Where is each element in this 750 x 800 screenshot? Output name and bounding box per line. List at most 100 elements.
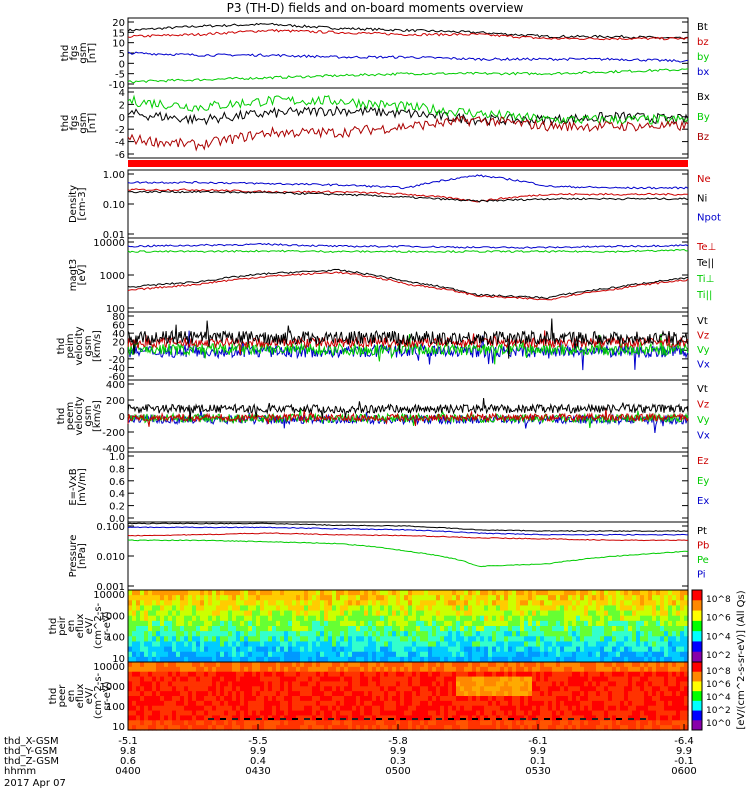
heat-cell xyxy=(448,590,453,596)
heat-cell xyxy=(244,610,249,617)
heat-cell xyxy=(508,700,513,707)
heat-cell xyxy=(628,605,633,612)
heat-cell xyxy=(308,662,313,668)
heat-cell xyxy=(228,641,233,648)
heat-cell xyxy=(576,626,581,632)
heat-cell xyxy=(260,590,265,596)
colorbar-peir-seg-4 xyxy=(692,631,702,642)
ytick-label-efield-3: 0.4 xyxy=(109,489,125,500)
heat-cell xyxy=(228,715,233,721)
heat-cell xyxy=(272,681,277,687)
heat-cell xyxy=(680,691,685,697)
heat-cell xyxy=(164,636,169,643)
heat-cell xyxy=(684,681,689,687)
heat-cell xyxy=(180,610,185,617)
heat-cell xyxy=(480,651,485,658)
heat-cell xyxy=(216,691,221,697)
heat-cell xyxy=(644,590,649,596)
heat-cell xyxy=(520,662,525,668)
heat-cell xyxy=(176,631,181,637)
heat-cell xyxy=(532,681,537,687)
heat-cell xyxy=(416,600,421,607)
heat-cell xyxy=(616,595,621,601)
heat-cell xyxy=(176,600,181,607)
heat-cell xyxy=(484,718,490,720)
heat-cell xyxy=(388,641,393,648)
heat-cell xyxy=(160,610,165,617)
heat-cell xyxy=(520,725,525,731)
heat-cell xyxy=(416,631,421,637)
heat-cell xyxy=(448,725,453,731)
heat-cell xyxy=(568,725,573,731)
heat-cell xyxy=(500,715,505,721)
heat-cell xyxy=(388,615,393,622)
heat-cell xyxy=(324,710,329,717)
heat-cell xyxy=(640,691,645,697)
heat-cell xyxy=(668,626,673,632)
heat-cell xyxy=(628,610,633,617)
heat-cell xyxy=(292,641,297,648)
heat-cell xyxy=(344,595,349,601)
heat-cell xyxy=(304,631,309,637)
heat-cell xyxy=(392,656,397,663)
heat-cell xyxy=(136,590,141,596)
heat-cell xyxy=(436,681,441,687)
heat-cell xyxy=(472,666,477,673)
heat-cell xyxy=(504,720,509,726)
heat-cell xyxy=(568,662,573,668)
heat-cell xyxy=(540,705,545,712)
heat-cell xyxy=(636,710,641,717)
heat-cell xyxy=(264,691,269,697)
heat-cell xyxy=(236,666,241,673)
heat-cell xyxy=(684,600,689,607)
heat-cell xyxy=(580,700,585,707)
heat-cell xyxy=(348,610,353,617)
heat-cell xyxy=(176,686,181,692)
heat-cell xyxy=(468,671,473,678)
heat-cell xyxy=(360,686,365,692)
heat-cell xyxy=(144,651,149,658)
heat-cell xyxy=(684,626,689,632)
heat-cell xyxy=(188,641,193,648)
heat-cell xyxy=(588,610,593,617)
heat-cell xyxy=(548,666,553,673)
heat-cell xyxy=(368,691,373,697)
heat-cell xyxy=(344,651,349,658)
heat-cell xyxy=(456,626,461,632)
heat-cell xyxy=(440,631,445,637)
heat-cell xyxy=(464,620,469,627)
heat-cell xyxy=(580,631,585,637)
heat-cell xyxy=(300,671,305,678)
heat-cell xyxy=(268,686,273,692)
heat-cell xyxy=(528,605,533,612)
heat-cell xyxy=(416,710,421,717)
heat-cell xyxy=(536,646,541,653)
heat-cell xyxy=(552,671,557,678)
heat-cell xyxy=(632,610,637,617)
heat-cell xyxy=(136,676,141,683)
heat-cell xyxy=(632,676,637,683)
heat-cell xyxy=(604,700,609,707)
heat-cell xyxy=(620,590,625,596)
heat-cell xyxy=(436,718,442,720)
heat-cell xyxy=(424,651,429,658)
heat-cell xyxy=(436,595,441,601)
heat-cell xyxy=(328,600,333,607)
heat-cell xyxy=(512,681,517,687)
heat-cell xyxy=(632,725,637,731)
heat-cell xyxy=(556,710,561,717)
heat-cell xyxy=(268,636,273,643)
heat-cell xyxy=(284,696,289,702)
heat-cell xyxy=(412,600,417,607)
heat-cell xyxy=(416,595,421,601)
heat-cell xyxy=(444,656,449,663)
heat-cell xyxy=(208,595,213,601)
heat-cell xyxy=(304,676,309,683)
heat-cell xyxy=(624,700,629,707)
heat-cell xyxy=(164,715,169,721)
heat-cell xyxy=(336,715,341,721)
heat-cell xyxy=(576,590,581,596)
heat-cell xyxy=(660,700,665,707)
heat-cell xyxy=(196,691,201,697)
heat-cell xyxy=(556,691,561,697)
